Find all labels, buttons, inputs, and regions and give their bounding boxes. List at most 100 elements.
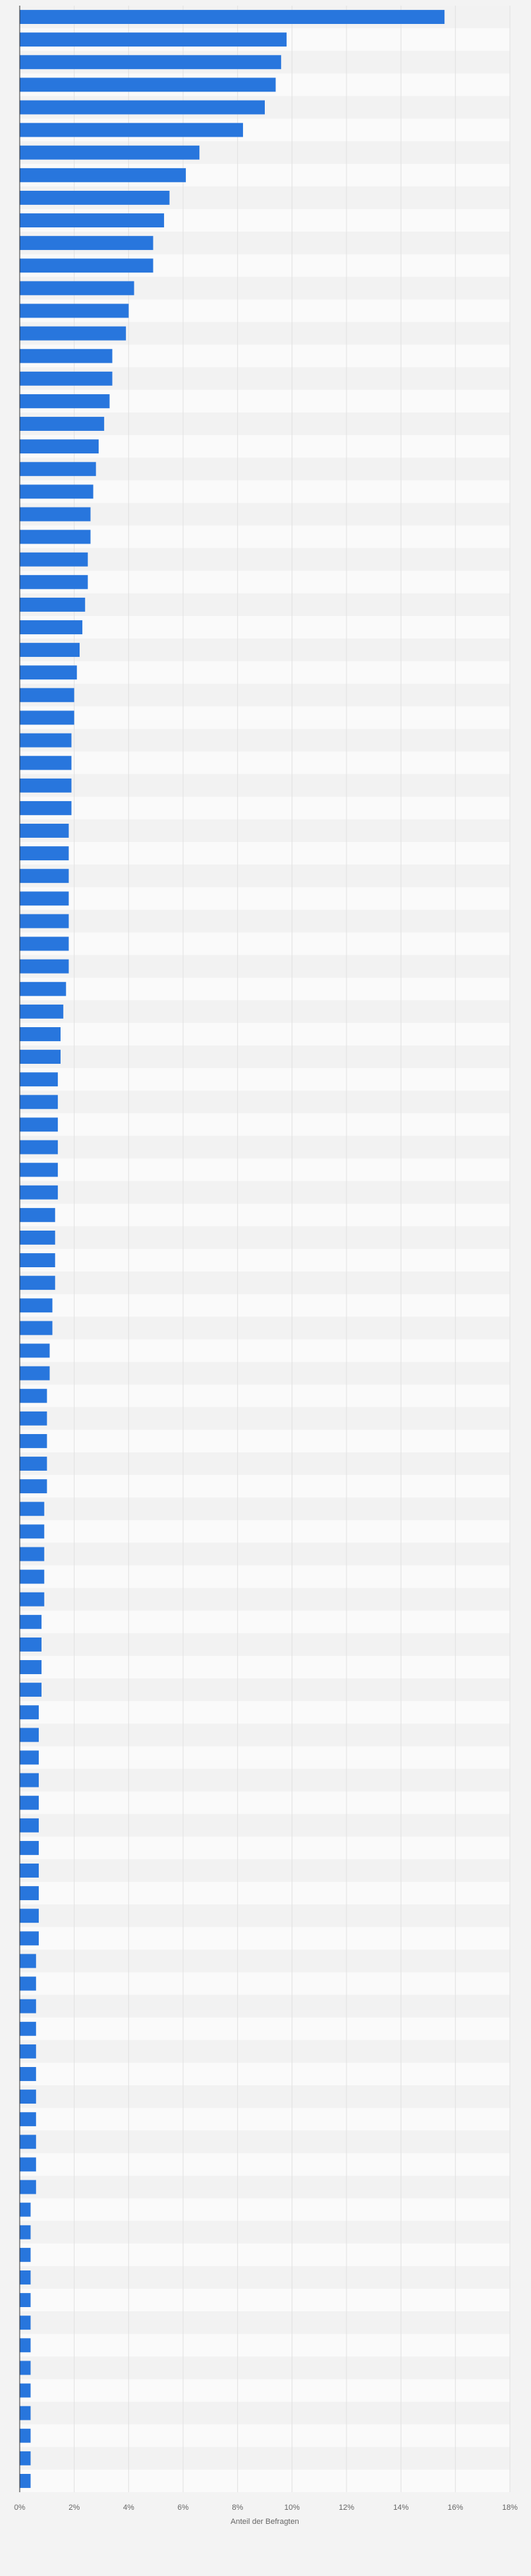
bar — [20, 168, 186, 182]
bar — [20, 597, 85, 612]
row-background — [20, 639, 510, 662]
bar — [20, 1411, 47, 1426]
bar — [20, 1072, 58, 1087]
row-background — [20, 2040, 510, 2063]
row-background — [20, 1520, 510, 1543]
bar — [20, 236, 154, 251]
x-axis-title: Anteil der Befragten — [230, 2518, 299, 2526]
bar — [20, 2383, 31, 2398]
row-background — [20, 887, 510, 910]
bar — [20, 755, 72, 770]
bar — [20, 77, 276, 92]
bar — [20, 2112, 37, 2127]
bar — [20, 2406, 31, 2420]
bar — [20, 1773, 39, 1788]
row-background — [20, 1588, 510, 1611]
row-background — [20, 2401, 510, 2425]
bar — [20, 936, 69, 951]
bar — [20, 1864, 39, 1878]
row-background — [20, 2311, 510, 2335]
bar — [20, 1524, 44, 1539]
bar — [20, 959, 69, 974]
row-background — [20, 1339, 510, 1362]
bar — [20, 1750, 39, 1765]
bar — [20, 1253, 56, 1268]
bar — [20, 2157, 37, 2172]
bar — [20, 1388, 47, 1403]
bar — [20, 1795, 39, 1810]
row-background — [20, 1701, 510, 1724]
bar — [20, 2316, 31, 2330]
bar — [20, 303, 129, 318]
bar — [20, 1479, 47, 1494]
row-background — [20, 1927, 510, 1950]
row-background — [20, 1317, 510, 1340]
row-background — [20, 977, 510, 1000]
row-background — [20, 1814, 510, 1837]
row-background — [20, 570, 510, 593]
row-background — [20, 2220, 510, 2244]
row-background — [20, 2108, 510, 2131]
row-background — [20, 1949, 510, 1973]
row-background — [20, 2424, 510, 2447]
row-background — [20, 2153, 510, 2176]
x-tick-label: 12% — [339, 2503, 354, 2512]
bar — [20, 1954, 37, 1968]
bar — [20, 348, 113, 363]
row-background — [20, 819, 510, 843]
bar — [20, 1683, 42, 1697]
bar — [20, 2135, 37, 2149]
row-background — [20, 2198, 510, 2221]
bar — [20, 688, 75, 703]
bar — [20, 2338, 31, 2353]
bar — [20, 2247, 31, 2262]
row-background — [20, 2017, 510, 2040]
row-background — [20, 1791, 510, 1814]
bar — [20, 1366, 50, 1381]
row-background — [20, 615, 510, 639]
x-tick-label: 6% — [177, 2503, 189, 2512]
row-background — [20, 1249, 510, 1272]
bar — [20, 914, 69, 929]
row-background — [20, 796, 510, 819]
bar — [20, 2361, 31, 2375]
bar — [20, 1818, 39, 1833]
bar — [20, 484, 94, 499]
row-background — [20, 458, 510, 481]
bar — [20, 394, 110, 408]
bar — [20, 1207, 56, 1222]
row-background — [20, 1362, 510, 1385]
bar — [20, 1614, 42, 1629]
bar — [20, 100, 265, 115]
bar — [20, 258, 154, 273]
bar — [20, 1976, 37, 1991]
bar — [20, 981, 66, 996]
row-background — [20, 1610, 510, 1633]
bar — [20, 1117, 58, 1132]
bar — [20, 1027, 61, 1041]
row-background — [20, 1407, 510, 1430]
x-tick-label: 10% — [285, 2503, 300, 2512]
row-background — [20, 1904, 510, 1928]
row-background — [20, 593, 510, 616]
bar — [20, 1276, 56, 1290]
x-tick-label: 4% — [123, 2503, 135, 2512]
row-background — [20, 1859, 510, 1883]
row-background — [20, 2085, 510, 2109]
row-background — [20, 1203, 510, 1226]
bar — [20, 2293, 31, 2308]
row-background — [20, 842, 510, 865]
row-background — [20, 1678, 510, 1702]
bar — [20, 1569, 44, 1584]
bar — [20, 1343, 50, 1358]
row-background — [20, 661, 510, 684]
row-background — [20, 2379, 510, 2402]
x-tick-label: 14% — [393, 2503, 408, 2512]
bar — [20, 552, 88, 567]
row-background — [20, 1158, 510, 1181]
bar — [20, 1840, 39, 1855]
bar — [20, 439, 99, 454]
row-background — [20, 1091, 510, 1114]
bar — [20, 869, 69, 884]
